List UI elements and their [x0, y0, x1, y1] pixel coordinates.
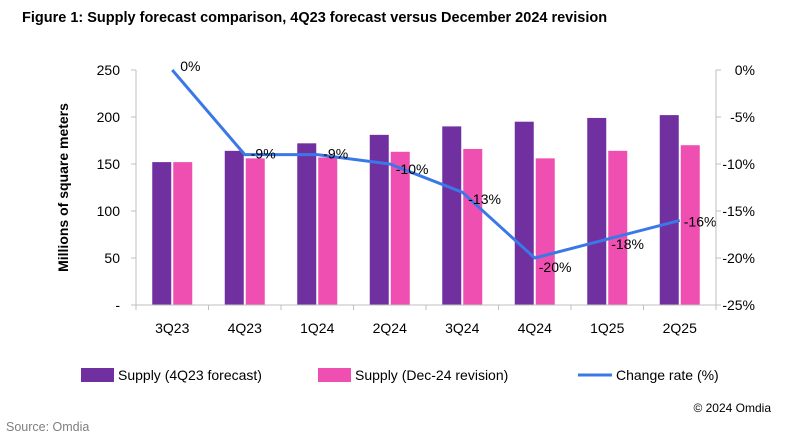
y2-tick-label: -5% — [730, 109, 755, 125]
y2-tick-label: -25% — [722, 297, 755, 313]
change-rate-data-label: -20% — [539, 259, 572, 275]
change-rate-data-label: -10% — [396, 161, 429, 177]
change-rate-data-label: 0% — [180, 58, 200, 74]
bar-4q23-forecast — [224, 150, 244, 305]
x-tick-label: 3Q24 — [445, 320, 479, 336]
bar-4q23-forecast — [297, 143, 317, 305]
y-axis-title: Millions of square meters — [55, 103, 71, 272]
bar-4q23-forecast — [587, 117, 607, 305]
x-tick-label: 3Q23 — [155, 320, 189, 336]
change-rate-data-label: -13% — [468, 191, 501, 207]
y-tick-label: 250 — [97, 62, 121, 78]
bar-dec24-revision — [390, 151, 410, 305]
y-tick-label: 200 — [97, 109, 121, 125]
source-note: Source: Omdia — [6, 420, 90, 434]
change-rate-data-label: -18% — [611, 236, 644, 252]
axes-layer: - 50 100 150 200 250 -25% -20% -15% -10% -5% 0% 3Q23… — [55, 62, 755, 336]
bar-dec24-revision — [608, 150, 628, 305]
bar-4q23-forecast — [369, 134, 389, 305]
x-tick-label: 2Q25 — [663, 320, 697, 336]
legend-swatch-4q23-forecast — [81, 368, 114, 382]
legend-label-dec24-revision: Supply (Dec-24 revision) — [355, 367, 508, 383]
change-rate-line — [171, 69, 681, 260]
y2-tick-label: 0% — [735, 62, 755, 78]
bar-dec24-revision — [680, 145, 700, 305]
y-tick-label: - — [115, 297, 120, 313]
bar-4q23-forecast — [152, 162, 172, 305]
bar-4q23-forecast — [659, 115, 679, 306]
bars-layer — [152, 115, 700, 306]
x-tick-label: 4Q23 — [228, 320, 262, 336]
legend-label-4q23-forecast: Supply (4Q23 forecast) — [118, 367, 262, 383]
y2-tick-label: -15% — [722, 203, 755, 219]
chart-title: Figure 1: Supply forecast comparison, 4Q… — [22, 10, 608, 26]
x-tick-label: 4Q24 — [518, 320, 552, 336]
y2-tick-label: -10% — [722, 156, 755, 172]
change-rate-data-label: -9% — [323, 146, 348, 162]
bar-dec24-revision — [463, 148, 483, 305]
y-tick-label: 50 — [104, 250, 120, 266]
bar-dec24-revision — [245, 158, 265, 305]
change-rate-data-label: -16% — [684, 213, 717, 229]
y-tick-label: 100 — [97, 203, 121, 219]
legend: Supply (4Q23 forecast) Supply (Dec-24 rev… — [81, 367, 719, 383]
change-rate-data-label: -9% — [251, 146, 276, 162]
line-layer: 0% -9% -9% -10% -13% -20% -18% -16% — [171, 58, 717, 275]
legend-label-change-rate: Change rate (%) — [616, 367, 719, 383]
bar-dec24-revision — [535, 158, 555, 305]
bar-4q23-forecast — [442, 126, 462, 306]
bar-dec24-revision — [173, 162, 193, 305]
bar-dec24-revision — [318, 157, 338, 305]
bar-4q23-forecast — [514, 121, 534, 305]
x-tick-label: 1Q25 — [590, 320, 624, 336]
copyright-note: © 2024 Omdia — [693, 401, 771, 415]
y-tick-label: 150 — [97, 156, 121, 172]
legend-swatch-dec24-revision — [318, 368, 351, 382]
x-tick-label: 2Q24 — [373, 320, 407, 336]
x-tick-label: 1Q24 — [300, 320, 334, 336]
y2-tick-label: -20% — [722, 250, 755, 266]
